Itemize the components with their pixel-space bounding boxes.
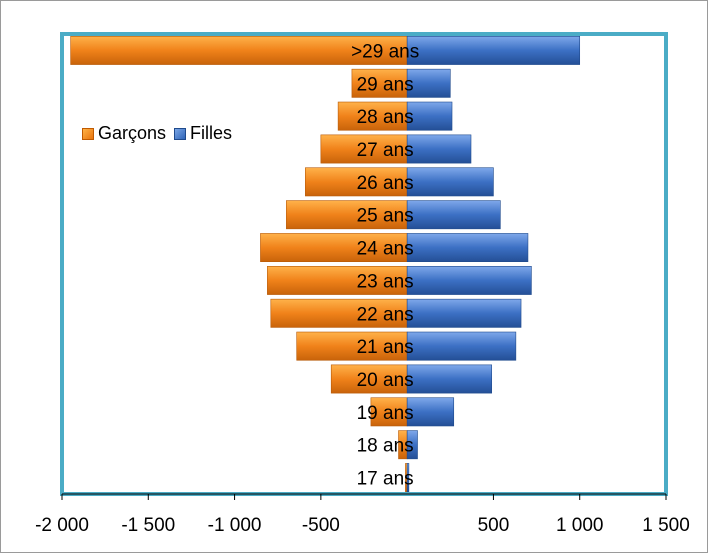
category-label: 27 ans [357, 140, 414, 161]
bar-boys-19ans [370, 397, 408, 427]
bar-boys-25ans [286, 200, 408, 230]
category-label: 20 ans [357, 370, 414, 391]
legend-swatch-girls [174, 127, 187, 140]
x-tick-label: 500 [478, 515, 510, 536]
category-label: 19 ans [357, 403, 414, 424]
bar-girls-23ans [406, 265, 532, 295]
category-label: 17 ans [357, 469, 414, 490]
bar-boys-24ans [260, 233, 408, 262]
bar-boys-28ans [337, 101, 408, 131]
bar-girls-21ans [406, 331, 517, 361]
category-label: 24 ans [357, 239, 414, 260]
bar-boys-26ans [305, 167, 408, 197]
bar-girls-19ans [406, 397, 455, 427]
category-label: 22 ans [357, 304, 414, 325]
legend-swatch-boys [82, 127, 94, 140]
x-tick-label: 1 000 [556, 515, 604, 536]
legend-item-boys: Garçons [82, 123, 166, 144]
category-label: 18 ans [357, 436, 414, 457]
x-tick-label: -1 500 [121, 515, 175, 536]
category-label: 21 ans [357, 337, 414, 358]
category-label: 23 ans [357, 271, 414, 292]
bar-girls-28ans [406, 101, 453, 131]
legend-item-girls: Filles [174, 123, 232, 144]
bar-girls-29ans [406, 35, 581, 65]
bar-boys-29ans [70, 35, 408, 65]
bar-girls-25ans [406, 200, 501, 230]
bar-girls-22ans [406, 298, 522, 328]
bar-girls-29ans [406, 68, 451, 98]
category-label: 29 ans [357, 74, 414, 95]
bar-girls-18ans [406, 430, 418, 460]
legend-label-girls: Filles [190, 123, 233, 143]
bar-girls-17ans [406, 463, 410, 493]
bar-boys-29ans [351, 68, 408, 98]
x-tick-label: -2 000 [35, 515, 89, 536]
bar-girls-24ans [406, 233, 529, 262]
x-tick-label: 1 500 [642, 515, 690, 536]
legend-label-boys: Garçons [98, 123, 167, 143]
chart-legend: Garçons Filles [82, 123, 240, 144]
bar-girls-26ans [406, 167, 494, 197]
bar-boys-23ans [267, 265, 408, 295]
bar-girls-20ans [406, 364, 493, 394]
category-label: 28 ans [357, 107, 414, 128]
x-tick-label: -1 000 [208, 515, 262, 536]
category-label: 26 ans [357, 173, 414, 194]
bar-girls-27ans [406, 134, 472, 164]
x-tick-label: -500 [302, 515, 340, 536]
category-label: 25 ans [357, 206, 414, 227]
category-label: >29 ans [351, 41, 419, 62]
